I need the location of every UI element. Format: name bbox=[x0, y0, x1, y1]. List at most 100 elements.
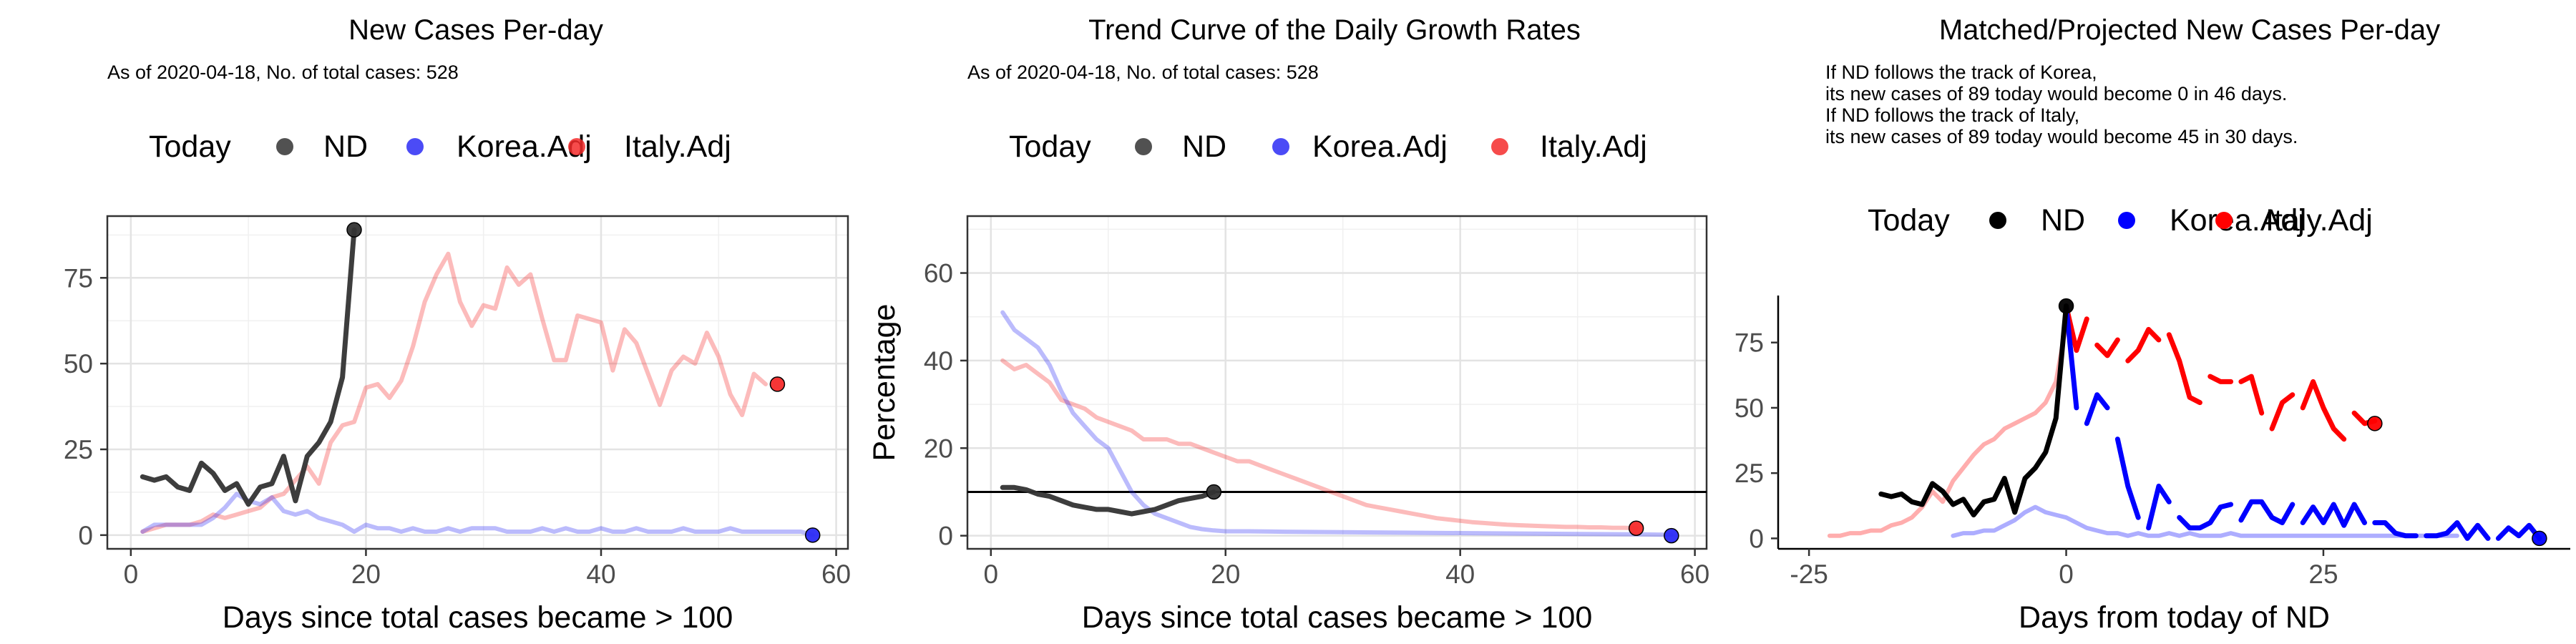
legend-label: Italy.Adj bbox=[624, 130, 731, 164]
series-line-italy-adj bbox=[2125, 326, 2162, 364]
series bbox=[1000, 310, 1674, 537]
legend-label: Italy.Adj bbox=[2265, 203, 2373, 238]
y-tick-label: 25 bbox=[1735, 459, 1764, 488]
chart-panel-3: Matched/Projected New Cases Per-day If ND… bbox=[1735, 14, 2570, 635]
series-line-korea-adj bbox=[2084, 392, 2110, 426]
series-line-italy-adj bbox=[2269, 392, 2296, 431]
today-point-nd bbox=[346, 222, 362, 238]
series-line-korea-adj bbox=[2064, 303, 2079, 411]
legend-marker-nd bbox=[1135, 138, 1152, 155]
ticks: 0 20 40 60 0 25 50 75 bbox=[64, 263, 851, 589]
series-line-italy-adj bbox=[1000, 358, 1639, 531]
legend-label: Korea.Adj bbox=[2170, 203, 2305, 238]
series-line-italy-adj bbox=[2238, 374, 2265, 416]
x-tick-label: 0 bbox=[984, 560, 999, 589]
today-point-italy-adj bbox=[769, 376, 786, 392]
today-point-korea-adj bbox=[2532, 530, 2547, 547]
today-point-nd bbox=[2058, 298, 2074, 314]
legend-label: Korea.Adj bbox=[1312, 130, 1448, 164]
chart-title: Matched/Projected New Cases Per-day bbox=[1939, 14, 2440, 46]
annotation-line: its new cases of 89 today would become 0… bbox=[1825, 83, 2287, 104]
y-tick-label: 60 bbox=[924, 259, 953, 288]
today-points bbox=[2058, 298, 2547, 547]
y-tick-label: 50 bbox=[1735, 394, 1764, 423]
series-line-korea-adj bbox=[2495, 522, 2542, 541]
legend-marker-korea-adj bbox=[1272, 138, 1289, 155]
chart-title: Trend Curve of the Daily Growth Rates bbox=[1088, 14, 1581, 46]
legend-marker-italy-adj bbox=[1491, 138, 1508, 155]
series-line-nd bbox=[140, 227, 357, 507]
legend-marker-italy-adj bbox=[2215, 212, 2233, 229]
y-tick-label: 25 bbox=[64, 435, 93, 464]
legend-title: Today bbox=[1009, 130, 1091, 164]
annotation-line: If ND follows the track of Korea, bbox=[1825, 62, 2097, 83]
x-tick-label: 60 bbox=[821, 560, 851, 589]
series bbox=[1827, 303, 2542, 541]
today-point-italy-adj bbox=[2367, 416, 2383, 431]
chart-title: New Cases Per-day bbox=[348, 14, 603, 46]
series-line-korea-adj bbox=[1951, 504, 2459, 538]
x-tick-label: 0 bbox=[2059, 560, 2074, 589]
annotation-line: its new cases of 89 today would become 4… bbox=[1825, 126, 2298, 147]
grid bbox=[966, 215, 1708, 550]
series-line-korea-adj bbox=[1000, 310, 1674, 537]
legend-label: ND bbox=[2041, 203, 2085, 238]
series-line-korea-adj bbox=[2372, 520, 2419, 539]
series-line-italy-adj bbox=[2300, 379, 2347, 442]
legend-label: ND bbox=[323, 130, 368, 164]
chart-subtitle: As of 2020-04-18, No. of total cases: 52… bbox=[107, 62, 459, 83]
legend-marker-korea-adj bbox=[406, 138, 424, 155]
series-line-italy-adj bbox=[2207, 374, 2234, 384]
x-tick-label: 20 bbox=[1211, 560, 1240, 589]
series bbox=[140, 227, 815, 537]
x-tick-label: 60 bbox=[1680, 560, 1709, 589]
x-tick-label: -25 bbox=[1790, 560, 1828, 589]
y-tick-label: 0 bbox=[938, 522, 953, 551]
today-points bbox=[1206, 484, 1679, 544]
plot-border bbox=[106, 215, 849, 550]
x-tick-label: 0 bbox=[124, 560, 139, 589]
legend-title: Today bbox=[1868, 203, 1950, 238]
series-line-italy-adj bbox=[2166, 332, 2202, 406]
chart-panel-2: Trend Curve of the Daily Growth Rates As … bbox=[867, 14, 1709, 635]
today-point-korea-adj bbox=[1664, 527, 1679, 544]
y-tick-label: 0 bbox=[78, 521, 93, 550]
y-axis-label: Percentage bbox=[867, 304, 902, 462]
today-point-nd bbox=[1206, 484, 1222, 500]
y-tick-label: 20 bbox=[924, 434, 953, 463]
y-tick-label: 50 bbox=[64, 349, 93, 379]
series-line-korea-adj bbox=[2238, 499, 2296, 525]
legend-label: Italy.Adj bbox=[1540, 130, 1647, 164]
x-tick-label: 25 bbox=[2308, 560, 2338, 589]
ticks: -25 0 25 0 25 50 75 bbox=[1735, 328, 2338, 589]
series-line-nd bbox=[1000, 484, 1216, 517]
annotation-line: If ND follows the track of Italy, bbox=[1825, 104, 2079, 126]
chart-subtitle: As of 2020-04-18, No. of total cases: 52… bbox=[967, 62, 1319, 83]
today-point-korea-adj bbox=[804, 527, 821, 543]
x-tick-label: 40 bbox=[1445, 560, 1475, 589]
x-axis-label: Days since total cases became > 100 bbox=[223, 600, 733, 635]
x-tick-label: 20 bbox=[351, 560, 381, 589]
plot-border bbox=[966, 215, 1708, 550]
series-line-korea-adj bbox=[2146, 483, 2172, 531]
today-points bbox=[346, 222, 821, 543]
y-tick-label: 75 bbox=[64, 263, 93, 293]
series-line-italy-adj bbox=[140, 251, 768, 534]
legend-title: Today bbox=[149, 130, 231, 164]
chart-panel-1: New Cases Per-day As of 2020-04-18, No. o… bbox=[64, 14, 851, 635]
legend-marker-nd bbox=[1989, 212, 2006, 229]
legend-marker-nd bbox=[276, 138, 293, 155]
legend-marker-italy-adj bbox=[568, 138, 585, 155]
x-axis-label: Days since total cases became > 100 bbox=[1082, 600, 1592, 635]
y-tick-label: 0 bbox=[1749, 524, 1764, 553]
series-line-italy-adj bbox=[1827, 322, 2069, 538]
series-line-korea-adj bbox=[2424, 520, 2491, 541]
legend-label: ND bbox=[1182, 130, 1226, 164]
y-tick-label: 75 bbox=[1735, 328, 1764, 358]
y-tick-label: 40 bbox=[924, 346, 953, 376]
series-line-nd bbox=[1878, 303, 2069, 518]
series-line-korea-adj bbox=[2300, 502, 2367, 528]
